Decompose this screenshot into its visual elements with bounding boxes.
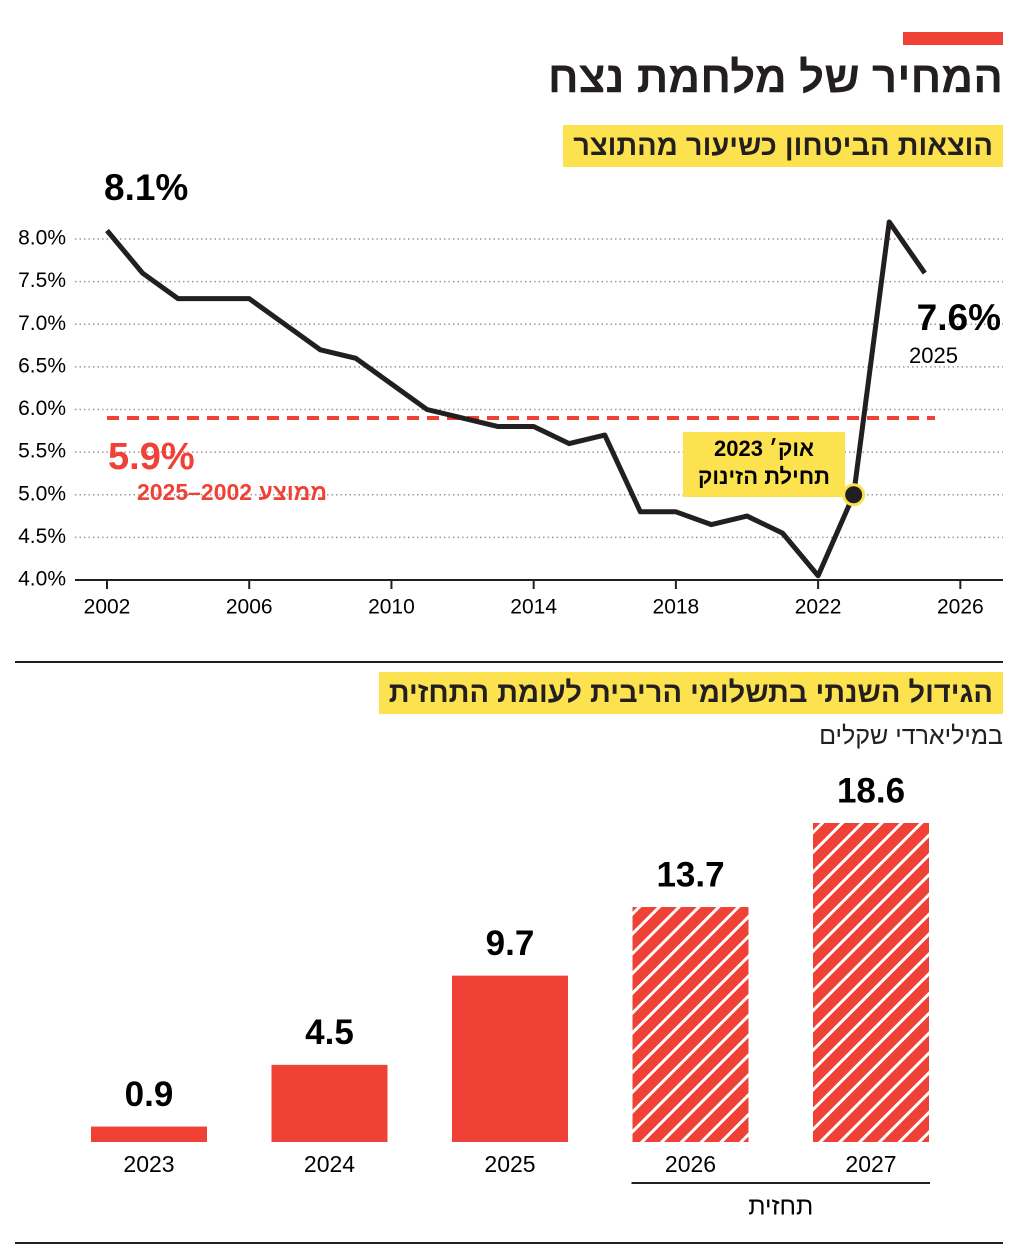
x-tick-label: 2022 bbox=[795, 596, 842, 619]
x-tick-label: 2023 bbox=[123, 1151, 174, 1177]
annotation-text: תחילת הזינוק bbox=[698, 464, 830, 489]
x-tick-label: 2014 bbox=[510, 596, 557, 619]
y-tick-label: 4.5% bbox=[18, 525, 66, 548]
y-tick-label: 5.0% bbox=[18, 482, 66, 505]
x-tick-label: 2025 bbox=[484, 1151, 535, 1177]
x-tick-label: 2026 bbox=[937, 596, 984, 619]
x-tick-label: 2010 bbox=[368, 596, 415, 619]
y-tick-label: 7.5% bbox=[18, 269, 66, 292]
y-tick-label: 6.5% bbox=[18, 354, 66, 377]
value-label: 9.7 bbox=[486, 924, 535, 963]
x-tick-label: 2006 bbox=[226, 596, 273, 619]
bar bbox=[271, 1064, 388, 1142]
bar bbox=[452, 975, 568, 1142]
chart-subtitle: במיליארדי שקלים bbox=[819, 722, 1003, 750]
y-tick-label: 8.0% bbox=[18, 227, 66, 250]
x-tick-label: 2002 bbox=[84, 596, 131, 619]
value-label: 13.7 bbox=[656, 855, 724, 894]
end-label-year: 2025 bbox=[909, 343, 958, 368]
value-label: 18.6 bbox=[837, 771, 905, 810]
x-tick-label: 2024 bbox=[304, 1151, 355, 1177]
end-label: 7.6% bbox=[917, 297, 1001, 338]
event-point bbox=[842, 483, 866, 507]
value-label: 0.9 bbox=[125, 1075, 174, 1114]
value-label: 4.5 bbox=[305, 1013, 354, 1052]
x-tick-label: 2018 bbox=[653, 596, 700, 619]
average-label: 5.9% bbox=[108, 436, 195, 478]
bar bbox=[813, 823, 929, 1142]
y-tick-label: 4.0% bbox=[18, 568, 66, 591]
bar bbox=[632, 907, 749, 1142]
accent-bar bbox=[903, 32, 1003, 45]
data-line bbox=[105, 219, 927, 579]
y-tick-label: 6.0% bbox=[18, 397, 66, 420]
y-tick-label: 7.0% bbox=[18, 312, 66, 335]
bar bbox=[91, 1126, 207, 1142]
start-label: 8.1% bbox=[104, 167, 188, 208]
y-tick-label: 5.5% bbox=[18, 440, 66, 463]
page-title: המחיר של מלחמת נצח bbox=[547, 53, 1003, 102]
chart-title: הוצאות הביטחון כשיעור מהתוצר bbox=[563, 125, 1003, 167]
divider bbox=[15, 661, 1003, 663]
divider bbox=[15, 1242, 1003, 1244]
annotation-box bbox=[683, 432, 845, 497]
chart-title: הגידול השנתי בתשלומי הריבית לעומת התחזית bbox=[378, 672, 1003, 714]
forecast-label: תחזית bbox=[748, 1193, 813, 1221]
x-tick-label: 2026 bbox=[665, 1151, 716, 1177]
x-tick-label: 2027 bbox=[845, 1151, 896, 1177]
annotation-text: אוק׳ 2023 bbox=[714, 436, 814, 461]
average-text: ממוצע 2002–2025 bbox=[137, 479, 327, 505]
